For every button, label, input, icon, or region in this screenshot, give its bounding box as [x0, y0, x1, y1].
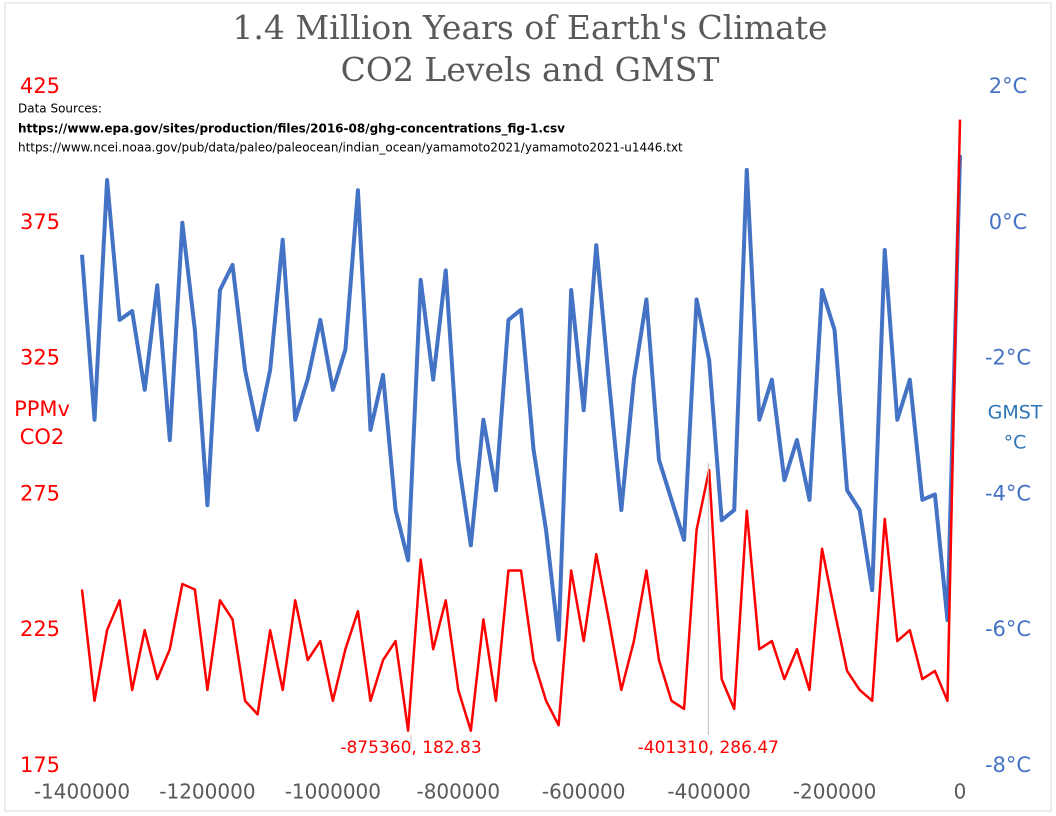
y2-tick-label: -4°C — [985, 481, 1031, 505]
y-tick-label: 275 — [20, 481, 60, 505]
chart-title: CO2 Levels and GMST — [341, 50, 720, 89]
y2-tick-label: -8°C — [985, 753, 1031, 777]
annotation-label: -875360, 182.83 — [340, 738, 481, 758]
y2-axis-title: °C — [1004, 432, 1027, 454]
x-tick-label: -200000 — [793, 780, 877, 804]
chart-title: 1.4 Million Years of Earth's Climate — [232, 8, 827, 47]
x-tick-label: -600000 — [542, 780, 626, 804]
y2-tick-label: 0°C — [989, 210, 1028, 234]
y-axis-title: CO2 — [20, 425, 65, 449]
y-tick-label: 325 — [20, 346, 60, 370]
y2-axis-title: GMST — [988, 402, 1043, 424]
series-line — [80, 119, 962, 732]
source-heading: Data Sources: — [18, 102, 102, 116]
y2-tick-label: -6°C — [985, 617, 1031, 641]
source-url: https://www.ncei.noaa.gov/pub/data/paleo… — [18, 141, 683, 155]
x-tick-label: -400000 — [667, 780, 751, 804]
x-tick-label: -1400000 — [34, 780, 130, 804]
y-axis-title: PPMv — [14, 397, 70, 421]
series-line — [80, 154, 962, 642]
x-tick-label: -1000000 — [285, 780, 381, 804]
y-tick-label: 175 — [20, 753, 60, 777]
y-tick-label: 375 — [20, 210, 60, 234]
x-tick-label: -800000 — [416, 780, 500, 804]
x-tick-label: -1200000 — [159, 780, 255, 804]
y2-tick-label: 2°C — [989, 74, 1028, 98]
annotation-label: -401310, 286.47 — [638, 738, 779, 758]
y2-tick-label: -2°C — [985, 346, 1031, 370]
source-url: https://www.epa.gov/sites/production/fil… — [18, 122, 565, 137]
y-tick-label: 425 — [20, 74, 60, 98]
y-tick-label: 225 — [20, 617, 60, 641]
x-tick-label: 0 — [954, 780, 967, 804]
